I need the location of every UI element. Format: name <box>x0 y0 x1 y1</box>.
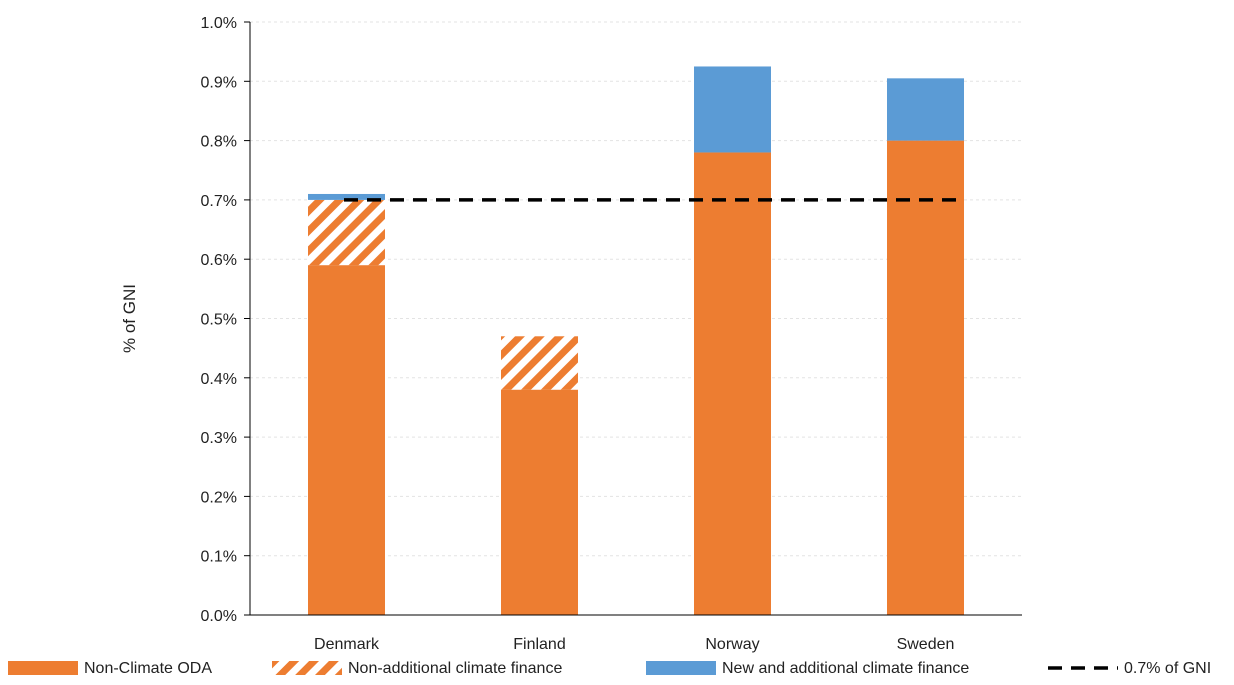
x-category-label: Denmark <box>314 636 380 653</box>
y-axis-title: % of GNI <box>120 284 139 353</box>
y-tick-label: 0.3% <box>201 430 237 447</box>
legend-label: Non-Climate ODA <box>84 660 212 677</box>
x-category-label: Sweden <box>897 636 955 653</box>
legend-swatch <box>646 661 716 675</box>
category-labels: Denmark Finland Norway Sweden <box>314 636 954 653</box>
y-tick-label: 0.7% <box>201 193 237 210</box>
y-tick-labels: 0.0% 0.1% 0.2% 0.3% 0.4% 0.5% 0.6% 0.7% 0.8% 0.9%… <box>201 15 237 625</box>
bar-finland-series-2 <box>501 336 578 390</box>
y-tick-label: 1.0% <box>201 15 237 32</box>
y-tick-label: 0.2% <box>201 489 237 506</box>
bars <box>308 66 964 615</box>
x-category-label: Finland <box>513 636 565 653</box>
y-tick-label: 0.4% <box>201 371 237 388</box>
legend-label: New and additional climate finance <box>722 660 969 677</box>
y-tick-label: 0.5% <box>201 312 237 329</box>
y-tick-label: 0.8% <box>201 134 237 151</box>
legend: Non-Climate ODA Non-additional climate fi… <box>8 660 1211 677</box>
legend-label: 0.7% of GNI <box>1124 660 1211 677</box>
y-tick-label: 0.1% <box>201 549 237 566</box>
bar-denmark-series-2 <box>308 199 385 266</box>
axes <box>244 21 1022 616</box>
bar-sweden-series-3 <box>887 78 964 141</box>
bar-denmark-series-1 <box>308 265 385 615</box>
bar-norway-series-1 <box>694 152 771 615</box>
legend-label: Non-additional climate finance <box>348 660 562 677</box>
bar-finland-series-1 <box>501 389 578 615</box>
bar-denmark-series-3 <box>308 193 385 200</box>
bar-norway-series-3 <box>694 66 771 153</box>
x-category-label: Norway <box>705 636 759 653</box>
y-tick-label: 0.0% <box>201 608 237 625</box>
y-tick-label: 0.9% <box>201 74 237 91</box>
bar-sweden-series-1 <box>887 140 964 615</box>
legend-swatch <box>272 661 342 675</box>
y-tick-label: 0.6% <box>201 252 237 269</box>
legend-swatch <box>8 661 78 675</box>
